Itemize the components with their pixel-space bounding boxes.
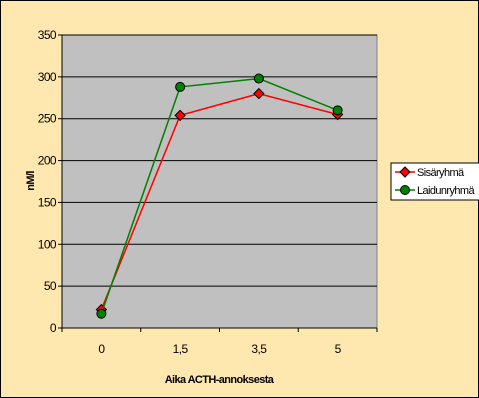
legend-item: Laidunryhmä bbox=[395, 185, 476, 197]
y-tick-label: 200 bbox=[38, 154, 57, 168]
y-tick-label: 100 bbox=[38, 237, 57, 251]
legend: Sisäryhmä Laidunryhmä bbox=[390, 162, 479, 201]
y-tick-label: 50 bbox=[44, 279, 57, 293]
data-point bbox=[96, 308, 107, 319]
gridlines bbox=[62, 34, 377, 287]
legend-label: Laidunryhmä bbox=[417, 185, 475, 197]
x-tick-label: 1,5 bbox=[173, 342, 189, 356]
series-group bbox=[95, 73, 344, 319]
series-line bbox=[100, 77, 338, 315]
legend-label: Sisäryhmä bbox=[417, 167, 465, 179]
y-tick-label: 150 bbox=[38, 195, 57, 209]
x-tick-label: 0 bbox=[98, 342, 105, 356]
data-point bbox=[174, 109, 186, 122]
data-point bbox=[253, 73, 264, 84]
plot-area bbox=[61, 34, 378, 329]
x-tick-label: 5 bbox=[335, 342, 342, 356]
legend-item: Sisäryhmä bbox=[395, 166, 466, 179]
series-2 bbox=[96, 73, 343, 319]
y-tick-label: 0 bbox=[50, 321, 57, 335]
y-tick-label: 300 bbox=[38, 70, 57, 84]
y-tick-label: 350 bbox=[38, 28, 57, 42]
y-tick-labels: 0 50 100 150 200 250 300 350 bbox=[38, 28, 62, 335]
data-point bbox=[175, 81, 186, 92]
legend-marker bbox=[400, 185, 410, 195]
series-line bbox=[100, 92, 338, 310]
y-axis-title: nM/l bbox=[25, 171, 37, 191]
data-point bbox=[332, 105, 343, 116]
x-axis-title: Aika ACTH-annoksesta bbox=[165, 374, 275, 386]
x-tick-label: 3,5 bbox=[251, 342, 267, 356]
x-tick-labels: 0 1,5 3,5 5 bbox=[61, 328, 378, 356]
data-point bbox=[253, 87, 265, 100]
legend-marker bbox=[399, 166, 411, 178]
y-tick-label: 250 bbox=[38, 112, 57, 126]
